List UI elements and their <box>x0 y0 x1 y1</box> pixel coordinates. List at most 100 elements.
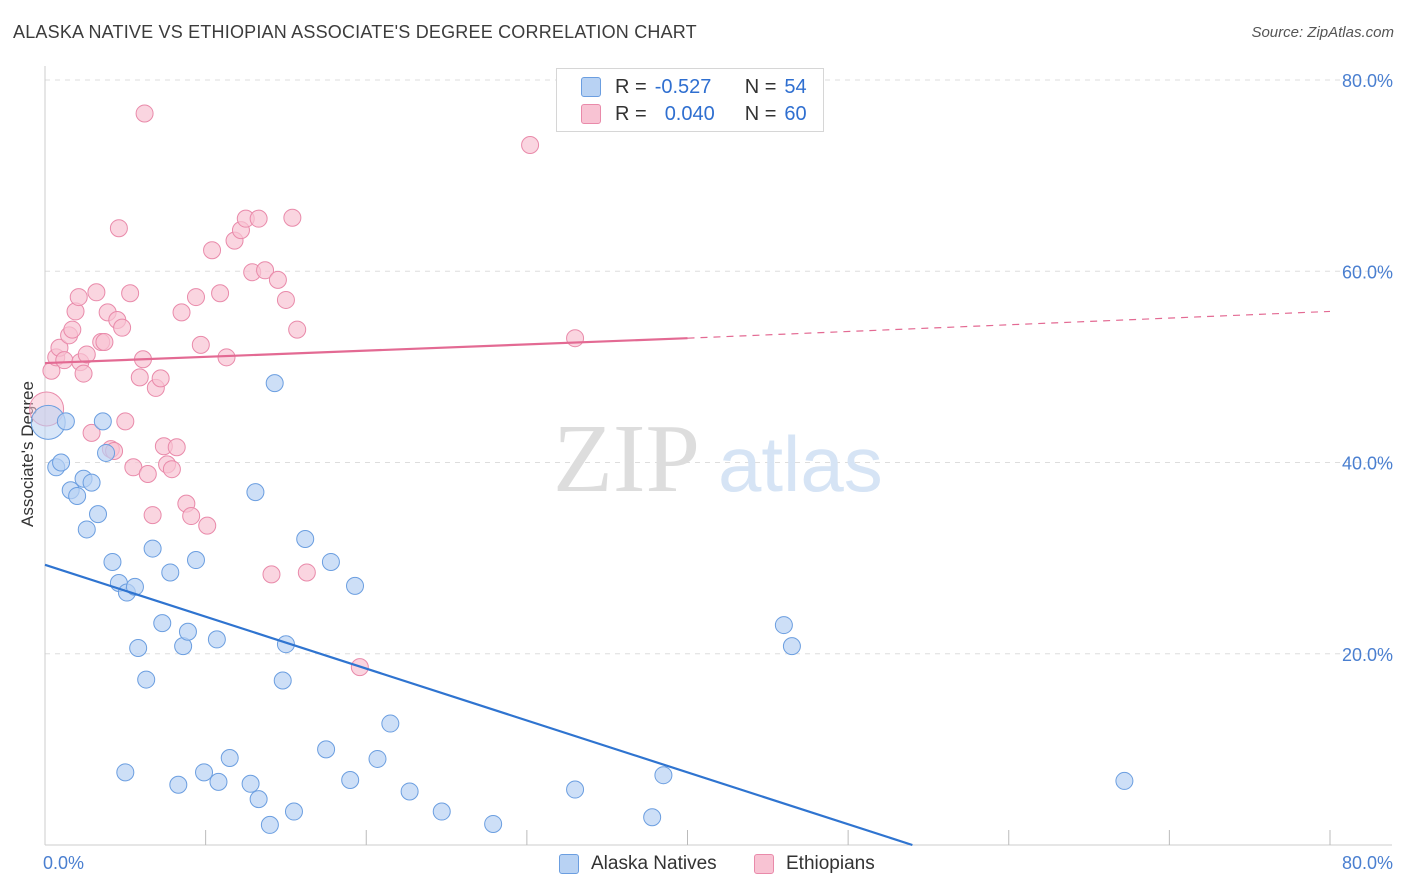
trend-lines <box>44 310 1331 847</box>
bottom-legend-swatch-pink <box>754 854 774 874</box>
data-point-alaska-natives <box>566 780 585 799</box>
data-point-alaska-natives <box>103 552 122 571</box>
data-point-alaska-natives <box>321 552 340 571</box>
data-point-alaska-natives <box>143 539 162 558</box>
legend-swatch-blue <box>581 77 601 97</box>
data-point-alaska-natives <box>296 530 315 548</box>
legend-row-alaska-natives: R = -0.527 N = 54 <box>581 73 807 101</box>
data-point-alaska-natives <box>68 486 87 505</box>
data-point-alaska-natives <box>654 766 673 785</box>
data-point-ethiopians <box>77 345 96 364</box>
legend-n-value: 54 <box>784 75 807 98</box>
bottom-legend-alaska-natives: Alaska Natives <box>559 851 717 877</box>
data-point-ethiopians <box>211 284 230 303</box>
data-point-alaska-natives <box>52 453 71 472</box>
y-tick-label: 40.0% <box>1342 454 1393 474</box>
data-point-alaska-natives <box>782 637 801 656</box>
data-point-alaska-natives <box>368 749 387 768</box>
axes <box>44 66 1392 846</box>
data-point-ethiopians <box>143 506 162 525</box>
data-point-ethiopians <box>566 329 585 348</box>
bottom-legend-label: Ethiopians <box>786 853 875 874</box>
chart-title: ALASKA NATIVE VS ETHIOPIAN ASSOCIATE'S D… <box>13 22 697 42</box>
legend-row-ethiopians: R = 0.040 N = 60 <box>581 100 807 128</box>
data-point-ethiopians <box>113 318 132 337</box>
data-point-alaska-natives <box>56 412 75 431</box>
trend-line-ethiopians <box>44 337 688 365</box>
data-point-alaska-natives <box>220 748 239 767</box>
data-point-alaska-natives <box>273 671 292 690</box>
data-point-alaska-natives <box>137 670 156 689</box>
data-point-ethiopians <box>186 288 205 307</box>
data-point-alaska-natives <box>153 614 172 633</box>
tick-labels: 20.0% 40.0% 60.0% 80.0% 0.0% 80.0% <box>43 71 1393 873</box>
watermark-atlas: atlas <box>718 420 883 508</box>
data-point-alaska-natives <box>246 483 265 502</box>
data-point-ethiopians <box>198 516 217 535</box>
data-point-alaska-natives <box>249 790 268 809</box>
data-point-ethiopians <box>116 412 135 431</box>
legend-r-label: R = <box>615 102 647 125</box>
data-point-ethiopians <box>191 335 210 354</box>
data-point-ethiopians <box>69 288 88 307</box>
correlation-legend: R = -0.527 N = 54 R = 0.040 N = 60 <box>556 68 824 132</box>
data-point-alaska-natives <box>774 616 793 635</box>
data-point-alaska-natives <box>265 374 284 393</box>
data-point-alaska-natives <box>241 774 260 793</box>
data-point-ethiopians <box>256 261 275 280</box>
data-point-ethiopians <box>130 368 149 387</box>
legend-swatch-pink <box>581 104 601 124</box>
data-point-ethiopians <box>249 209 268 228</box>
data-point-ethiopians <box>283 208 302 227</box>
y-tick-label: 60.0% <box>1342 262 1393 282</box>
data-point-ethiopians <box>172 303 191 322</box>
data-point-alaska-natives <box>97 443 116 462</box>
data-point-alaska-natives <box>381 714 400 733</box>
data-point-alaska-natives <box>125 577 144 596</box>
data-point-alaska-natives <box>207 630 226 649</box>
data-point-alaska-natives <box>77 520 96 539</box>
data-point-alaska-natives <box>484 814 503 833</box>
source-label: Source: ZipAtlas.com <box>1251 24 1394 41</box>
data-point-ethiopians <box>74 364 93 383</box>
watermark-zip: ZIP <box>553 405 700 513</box>
data-point-ethiopians <box>203 241 222 260</box>
data-point-alaska-natives <box>341 770 360 789</box>
data-point-ethiopians <box>276 290 295 309</box>
data-point-ethiopians <box>167 438 186 457</box>
data-point-ethiopians <box>63 320 82 339</box>
data-point-ethiopians <box>55 351 74 370</box>
data-point-ethiopians <box>288 320 307 339</box>
data-point-alaska-natives <box>209 772 228 791</box>
series-ethiopians <box>29 104 585 677</box>
data-point-alaska-natives <box>276 635 295 654</box>
data-point-alaska-natives <box>82 473 101 492</box>
data-point-alaska-natives <box>346 576 365 595</box>
data-point-ethiopians <box>182 507 201 526</box>
data-point-alaska-natives <box>178 622 197 641</box>
data-point-ethiopians <box>87 283 106 302</box>
data-point-ethiopians <box>297 563 316 582</box>
data-point-alaska-natives <box>186 551 205 570</box>
data-point-ethiopians <box>268 270 287 289</box>
x-tick-label: 0.0% <box>43 853 84 873</box>
data-point-ethiopians <box>95 333 114 352</box>
data-point-ethiopians <box>162 460 181 479</box>
data-point-alaska-natives <box>89 505 108 524</box>
legend-n-value: 60 <box>784 102 807 125</box>
y-tick-label: 80.0% <box>1342 71 1393 91</box>
data-point-ethiopians <box>121 284 140 303</box>
data-point-alaska-natives <box>1115 771 1134 790</box>
data-point-ethiopians <box>151 369 170 388</box>
data-point-alaska-natives <box>169 775 188 794</box>
bottom-legend-swatch-blue <box>559 854 579 874</box>
gridlines <box>45 79 1392 655</box>
data-point-alaska-natives <box>317 740 336 759</box>
legend-n-label: N = <box>744 102 777 125</box>
data-point-alaska-natives <box>116 763 135 782</box>
data-point-alaska-natives <box>161 563 180 582</box>
data-point-alaska-natives <box>643 808 662 827</box>
bottom-legend-ethiopians: Ethiopians <box>754 851 875 877</box>
data-point-alaska-natives <box>432 802 451 821</box>
